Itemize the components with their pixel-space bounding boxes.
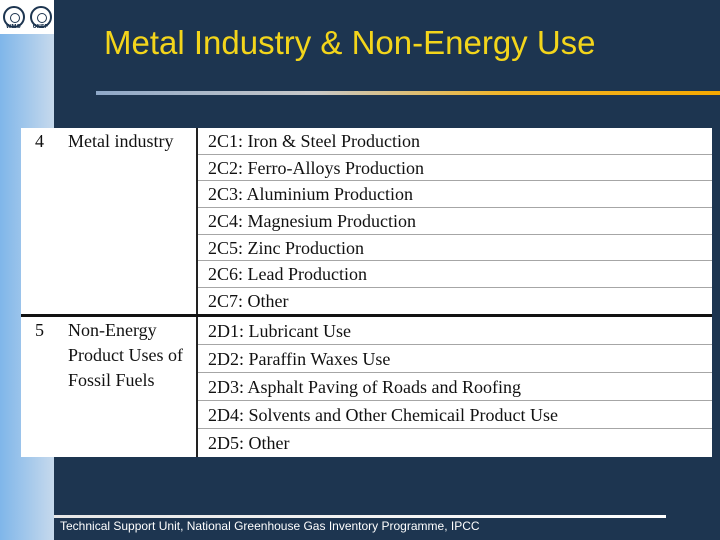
row-label: 2C3: Aluminium Production [208,184,414,204]
table-row: 2C5: Zinc Production [198,235,712,261]
group-number-4: 4 [35,131,44,151]
logo-captions: WMO UNEP [0,24,54,34]
row-label: 2C2: Ferro-Alloys Production [208,158,424,178]
table-row: 2D4: Solvents and Other Chemicail Produc… [198,401,712,429]
group-category-non-energy: Non-Energy Product Uses of Fossil Fuels [68,318,183,393]
group-category-metal: Metal industry [68,131,174,151]
group-number-5: 5 [35,320,44,340]
row-label: 2D1: Lubricant Use [208,321,351,341]
table-row: 2D3: Asphalt Paving of Roads and Roofing [198,373,712,401]
table-row: 2C2: Ferro-Alloys Production [198,155,712,181]
row-label: 2C4: Magnesium Production [208,211,416,231]
category-table: 4 Metal industry 2C1: Iron & Steel Produ… [21,128,712,457]
row-label: 2D4: Solvents and Other Chemicail Produc… [208,405,558,425]
row-label: 2C6: Lead Production [208,264,367,284]
title-underline [96,91,720,95]
group-divider [21,314,712,317]
row-label: 2D3: Asphalt Paving of Roads and Roofing [208,377,521,397]
wmo-logo-icon [2,6,25,28]
table-row: 2D2: Paraffin Waxes Use [198,345,712,373]
logo-bar: WMO UNEP [0,0,54,34]
row-label: 2C5: Zinc Production [208,238,364,258]
table-row: 2C6: Lead Production [198,261,712,288]
table-row: 2C4: Magnesium Production [198,208,712,235]
table-row: 2D5: Other [198,429,712,457]
category-line: Non-Energy [68,320,157,340]
table-row: 2D1: Lubricant Use [198,317,712,345]
category-line: Fossil Fuels [68,370,155,390]
unep-caption: UNEP [32,24,48,30]
slide-title: Metal Industry & Non-Energy Use [104,24,596,61]
footer-rule [54,515,666,518]
table-row: 2C1: Iron & Steel Production [198,128,712,155]
table-row: 2C3: Aluminium Production [198,181,712,208]
row-label: 2D2: Paraffin Waxes Use [208,349,391,369]
wmo-caption: WMO [5,24,21,30]
unep-logo-icon [29,6,52,28]
row-label: 2C7: Other [208,291,289,311]
category-line: Product Uses of [68,345,183,365]
row-label: 2C1: Iron & Steel Production [208,131,420,151]
column-divider [196,128,198,457]
row-label: 2D5: Other [208,433,290,453]
footer-text: Technical Support Unit, National Greenho… [60,519,480,533]
table-row: 2C7: Other [198,288,712,314]
